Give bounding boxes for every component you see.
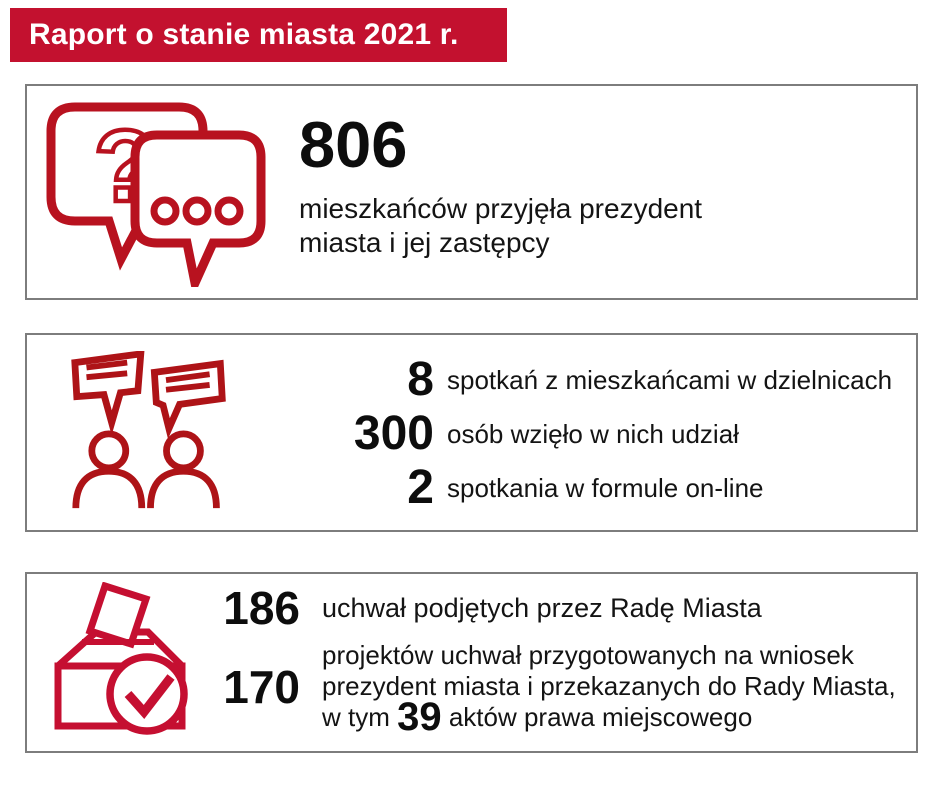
chat-question-icon: ? <box>45 97 273 298</box>
stat-label-line1: mieszkańców przyjęła prezydent <box>299 193 703 224</box>
page-title-banner: Raport o stanie miasta 2021 r. <box>10 8 507 62</box>
stat-label-line3-before: w tym <box>322 702 398 732</box>
stat-label: projektów uchwał przygotowanych na wnios… <box>322 640 896 737</box>
stat-label: mieszkańców przyjęła prezydent miasta i … <box>299 192 702 260</box>
stat-label: osób wzięło w nich udział <box>447 418 739 449</box>
stat-value: 2 <box>407 461 434 514</box>
people-talking-icon <box>65 349 235 516</box>
stat-value: 8 <box>407 353 434 406</box>
stat-card-council-resolutions: 186 uchwał podjętych przez Radę Miasta 1… <box>25 572 918 753</box>
stat-label: uchwał podjętych przez Radę Miasta <box>322 592 762 623</box>
stat-label-line3: w tym 39 aktów prawa miejscowego <box>322 697 896 737</box>
stat-label-line2: miasta i jej zastępcy <box>299 227 550 258</box>
stat-value: 170 <box>223 660 300 713</box>
stat-rows: 8 spotkań z mieszkańcami w dzielnicach 3… <box>312 355 902 513</box>
stat-label: spotkania w formule on-line <box>447 472 764 503</box>
stat-row: 300 osób wzięło w nich udział <box>312 409 902 459</box>
stat-value: 186 <box>223 582 300 634</box>
stat-row: 2 spotkania w formule on-line <box>312 463 902 513</box>
stat-card-district-meetings: 8 spotkań z mieszkańcami w dzielnicach 3… <box>25 333 918 532</box>
stat-label-line2: prezydent miasta i przekazanych do Rady … <box>322 671 896 701</box>
page-title: Raport o stanie miasta 2021 r. <box>29 18 459 51</box>
stat-value: 806 <box>299 108 408 181</box>
highlight-number: 39 <box>397 695 442 739</box>
stat-card-residents-received: ? 806 mieszkańców przyjęła prezydent mia… <box>25 84 918 300</box>
stat-label: spotkań z mieszkańcami w dzielnicach <box>447 364 893 395</box>
stat-row: 186 uchwał podjętych przez Radę Miasta <box>27 582 906 634</box>
stat-block: 806 mieszkańców przyjęła prezydent miast… <box>299 108 702 260</box>
stat-row: 8 spotkań z mieszkańcami w dzielnicach <box>312 355 902 405</box>
ballot-box-icon <box>52 581 192 745</box>
stat-value: 300 <box>353 407 434 460</box>
stat-label-line3-after: aktów prawa miejscowego <box>441 702 753 732</box>
stat-row: 170 projektów uchwał przygotowanych na w… <box>27 640 906 737</box>
stat-label-line1: projektów uchwał przygotowanych na wnios… <box>322 640 854 670</box>
